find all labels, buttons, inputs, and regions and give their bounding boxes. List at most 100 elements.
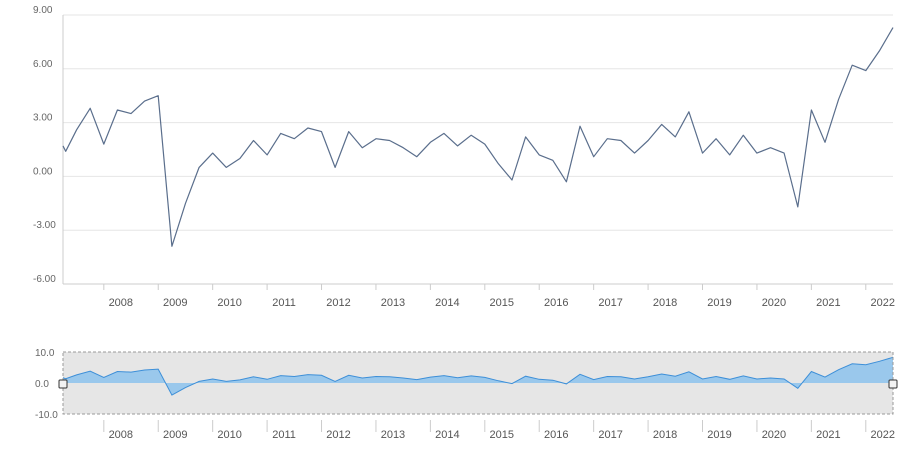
- navigator-y-axis-ticks: 10.0 0.0 -10.0: [35, 348, 58, 421]
- data-point: [496, 161, 501, 166]
- series-line: [62, 27, 894, 247]
- data-point: [578, 124, 583, 129]
- navigator-series-area: [62, 352, 894, 414]
- data-point: [401, 145, 406, 150]
- data-point: [101, 142, 106, 147]
- data-point: [673, 134, 678, 139]
- data-point: [659, 122, 664, 127]
- y-tick-label: 0.00: [33, 166, 53, 177]
- navigator-selection[interactable]: [58, 351, 898, 415]
- navigator-x-tick-label: 2020: [762, 429, 786, 441]
- data-point: [210, 151, 215, 156]
- data-point: [237, 156, 242, 161]
- navigator[interactable]: 10.0 0.0 -10.0 2008 2009 2010 2011 2012 2013 201…: [35, 348, 898, 441]
- x-tick-label: 2016: [544, 297, 568, 309]
- data-point: [523, 134, 528, 139]
- navigator-x-tick-label: 2019: [707, 429, 731, 441]
- data-point: [850, 63, 855, 68]
- data-point: [387, 138, 392, 143]
- navigator-x-tick-label: 2008: [109, 429, 133, 441]
- navigator-x-tick-label: 2013: [381, 429, 405, 441]
- navigator-line: [62, 356, 894, 396]
- data-point: [156, 93, 161, 98]
- data-point: [333, 165, 338, 170]
- data-point: [618, 138, 623, 143]
- data-point: [836, 97, 841, 102]
- data-point: [305, 125, 310, 130]
- data-point: [877, 48, 882, 53]
- navigator-x-tick-label: 2010: [217, 429, 241, 441]
- y-tick-label: 6.00: [33, 59, 53, 70]
- x-tick-label: 2008: [109, 297, 133, 309]
- navigator-x-tick-label: 2012: [326, 429, 350, 441]
- navigator-y-tick-label: -10.0: [35, 410, 58, 421]
- data-point: [292, 136, 297, 141]
- data-point: [646, 138, 651, 143]
- data-point: [632, 151, 637, 156]
- navigator-x-tick-label: 2009: [163, 429, 187, 441]
- data-point: [863, 68, 868, 73]
- data-point: [61, 143, 66, 148]
- data-point: [414, 154, 419, 159]
- data-point: [319, 129, 324, 134]
- data-point: [564, 179, 569, 184]
- main-x-axis-ticks: 2008 2009 2010 2011 2012 2013 2014 2015 2016 2017…: [103, 284, 895, 309]
- x-tick-label: 2013: [381, 297, 405, 309]
- x-tick-label: 2009: [163, 297, 187, 309]
- data-point: [591, 154, 596, 159]
- data-point: [74, 127, 79, 132]
- navigator-x-tick-label: 2014: [435, 429, 459, 441]
- data-point: [700, 151, 705, 156]
- x-tick-label: 2012: [326, 297, 350, 309]
- data-point: [754, 151, 759, 156]
- navigator-x-tick-label: 2021: [816, 429, 840, 441]
- data-point: [782, 151, 787, 156]
- x-tick-label: 2020: [762, 297, 786, 309]
- data-point: [768, 145, 773, 150]
- y-tick-label: -6.00: [33, 274, 56, 285]
- main-x-axis: [62, 15, 893, 285]
- data-point: [88, 106, 93, 111]
- data-point: [455, 143, 460, 148]
- data-point: [129, 111, 134, 116]
- y-tick-label: -3.00: [33, 220, 56, 231]
- navigator-x-tick-label: 2022: [871, 429, 895, 441]
- x-tick-label: 2015: [490, 297, 514, 309]
- data-point: [891, 25, 896, 30]
- main-plot-area: [61, 25, 896, 249]
- navigator-x-tick-label: 2011: [272, 429, 296, 441]
- data-point: [795, 204, 800, 209]
- navigator-handle-right[interactable]: [888, 379, 898, 389]
- x-tick-label: 2022: [871, 297, 895, 309]
- data-point: [537, 152, 542, 157]
- data-point: [251, 138, 256, 143]
- data-point: [360, 145, 365, 150]
- data-point: [714, 136, 719, 141]
- data-point: [265, 152, 270, 157]
- data-point: [373, 136, 378, 141]
- x-tick-label: 2019: [707, 297, 731, 309]
- data-point: [822, 140, 827, 145]
- main-gridlines: [63, 14, 893, 285]
- x-tick-label: 2018: [653, 297, 677, 309]
- y-tick-label: 9.00: [33, 5, 53, 16]
- data-point: [441, 131, 446, 136]
- data-point: [346, 129, 351, 134]
- navigator-y-tick-label: 10.0: [35, 348, 55, 359]
- navigator-handle-left[interactable]: [58, 379, 68, 389]
- data-point: [197, 165, 202, 170]
- data-point: [510, 177, 515, 182]
- x-tick-label: 2011: [272, 297, 296, 309]
- data-point: [142, 99, 147, 104]
- data-point: [605, 136, 610, 141]
- data-point: [224, 165, 229, 170]
- x-tick-label: 2010: [217, 297, 241, 309]
- navigator-x-tick-label: 2016: [544, 429, 568, 441]
- main-y-axis-ticks: 9.00 6.00 3.00 0.00 -3.00 -6.00: [33, 5, 56, 285]
- data-point: [169, 244, 174, 249]
- navigator-x-tick-label: 2015: [490, 429, 514, 441]
- navigator-x-tick-label: 2017: [598, 429, 622, 441]
- data-point: [727, 152, 732, 157]
